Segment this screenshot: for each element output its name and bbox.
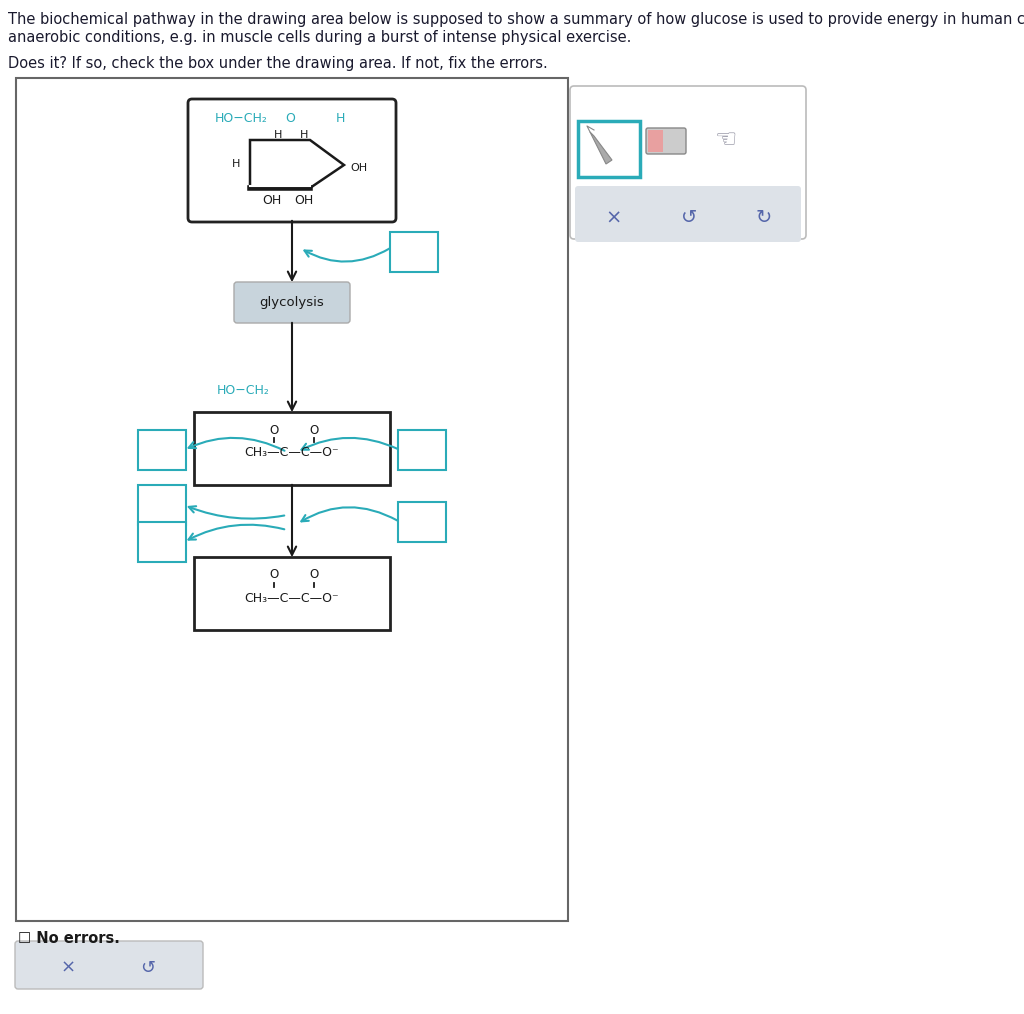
Text: ↻: ↻ <box>756 209 772 227</box>
FancyArrowPatch shape <box>188 438 285 451</box>
FancyBboxPatch shape <box>194 557 390 630</box>
Text: ×: × <box>606 209 623 227</box>
Text: O: O <box>269 424 279 436</box>
Text: HO−CH₂: HO−CH₂ <box>215 112 268 125</box>
Text: OH: OH <box>294 194 313 207</box>
Text: CH₃—C—C—O⁻: CH₃—C—C—O⁻ <box>245 591 339 604</box>
FancyArrowPatch shape <box>188 524 285 539</box>
Text: ×: × <box>60 959 76 977</box>
FancyBboxPatch shape <box>648 130 663 152</box>
Text: anaerobic conditions, e.g. in muscle cells during a burst of intense physical ex: anaerobic conditions, e.g. in muscle cel… <box>8 30 632 45</box>
FancyArrowPatch shape <box>304 248 389 262</box>
FancyBboxPatch shape <box>188 99 396 222</box>
FancyBboxPatch shape <box>575 186 801 242</box>
Text: O: O <box>309 569 318 581</box>
Text: H: H <box>231 159 240 169</box>
Text: H: H <box>273 130 283 140</box>
Text: The biochemical pathway in the drawing area below is supposed to show a summary : The biochemical pathway in the drawing a… <box>8 12 1024 27</box>
Polygon shape <box>590 132 612 164</box>
FancyBboxPatch shape <box>390 232 438 272</box>
FancyBboxPatch shape <box>138 430 186 470</box>
FancyBboxPatch shape <box>15 941 203 989</box>
FancyBboxPatch shape <box>570 86 806 239</box>
FancyBboxPatch shape <box>398 430 446 470</box>
Text: ☐ No errors.: ☐ No errors. <box>18 931 120 945</box>
FancyBboxPatch shape <box>138 485 186 525</box>
FancyBboxPatch shape <box>194 412 390 485</box>
FancyBboxPatch shape <box>234 282 350 323</box>
Text: ↺: ↺ <box>140 959 156 977</box>
Text: H: H <box>335 112 345 125</box>
FancyBboxPatch shape <box>16 78 568 921</box>
Text: ☜: ☜ <box>715 128 737 152</box>
Text: OH: OH <box>350 163 368 173</box>
FancyArrowPatch shape <box>301 438 397 449</box>
FancyBboxPatch shape <box>138 522 186 562</box>
Text: ↺: ↺ <box>681 209 697 227</box>
Text: Does it? If so, check the box under the drawing area. If not, fix the errors.: Does it? If so, check the box under the … <box>8 56 548 71</box>
Text: CH₃—C—C—O⁻: CH₃—C—C—O⁻ <box>245 446 339 459</box>
Text: O: O <box>285 112 295 125</box>
Text: HO−CH₂: HO−CH₂ <box>217 383 270 396</box>
FancyArrowPatch shape <box>188 506 285 518</box>
FancyBboxPatch shape <box>646 128 686 154</box>
Text: O: O <box>269 569 279 581</box>
FancyBboxPatch shape <box>578 121 640 177</box>
Text: glycolysis: glycolysis <box>260 296 325 309</box>
FancyArrowPatch shape <box>301 507 397 521</box>
FancyBboxPatch shape <box>398 502 446 542</box>
Text: OH: OH <box>262 194 282 207</box>
Text: O: O <box>309 424 318 436</box>
Text: H: H <box>300 130 308 140</box>
